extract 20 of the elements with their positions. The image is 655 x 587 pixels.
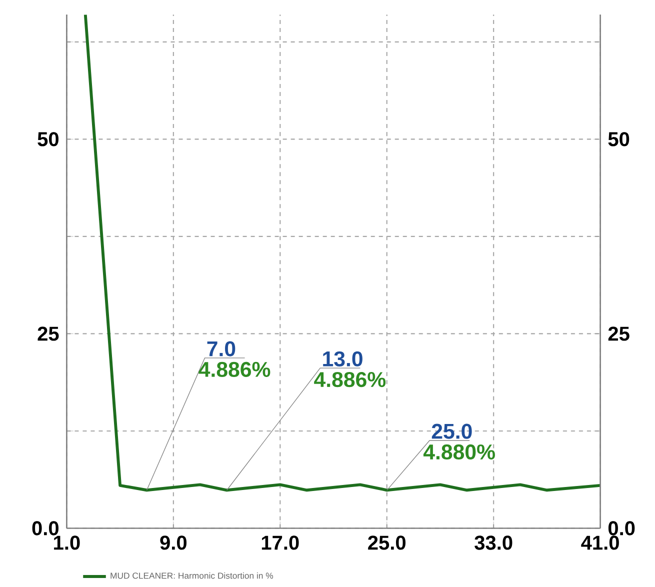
legend-label: MUD CLEANER: Harmonic Distortion in % [110,572,274,579]
y-tick-label: 50 [38,132,58,146]
y-tick-label: 25 [38,326,59,341]
annotation: 13.0 [323,351,362,366]
annotation: 4.886% [198,362,270,378]
x-tick-label: 25.0 [368,536,406,550]
x-tick-label: 9.0 [160,536,186,550]
annotation: 7.0 [207,341,236,356]
annotation: 4.880% [423,444,495,460]
x-tick-label: 33.0 [474,536,512,550]
x-tick-label: 17.0 [262,536,299,550]
annotation: 4.886% [314,372,386,388]
y2-tick-label: 25 [608,326,630,341]
x-tick-label: 41.0 [581,536,619,550]
y-tick-label: 0.0 [32,521,58,536]
y2-tick-label: 0.0 [608,521,635,536]
annotation: 25.0 [432,424,472,439]
x-tick-label: 1.0 [54,536,80,550]
line-series [84,14,600,492]
y2-tick-label: 50 [608,132,630,146]
